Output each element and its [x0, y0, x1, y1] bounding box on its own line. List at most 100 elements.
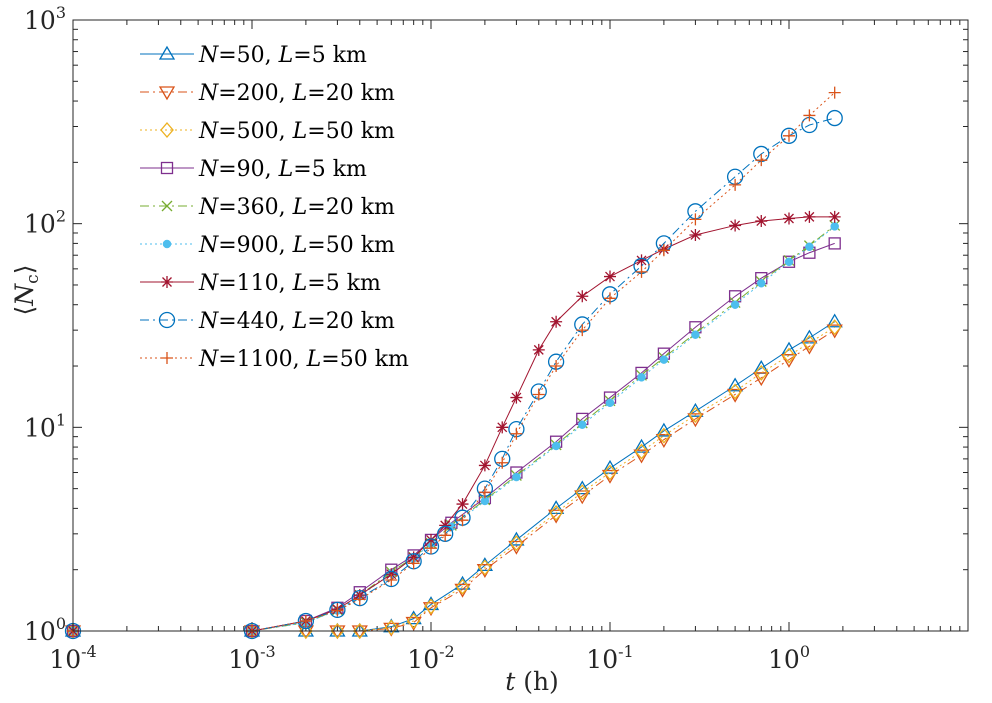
- y-tick-label: 103: [24, 3, 66, 35]
- data-point: [406, 612, 421, 629]
- data-point: [439, 529, 452, 542]
- data-point: [299, 614, 312, 627]
- data-point: [456, 498, 469, 511]
- series-line: [73, 329, 835, 632]
- data-point: [352, 623, 367, 639]
- data-point: [755, 215, 768, 228]
- legend-item: N=900, L=50 km: [140, 233, 395, 258]
- legend-marker: [162, 239, 172, 249]
- tick-labels: 10-4 10-3 10-2 10-1 100 100 101 102 103: [24, 3, 810, 674]
- data-point: [784, 257, 794, 267]
- data-point: [687, 402, 704, 417]
- y-axis-label: ⟨Nc⟩: [10, 265, 43, 316]
- data-point: [576, 324, 589, 337]
- x-tick-label: 10-1: [586, 642, 633, 674]
- legend-item: N=110, L=5 km: [140, 271, 381, 296]
- data-point: [633, 449, 650, 464]
- data-point: [508, 540, 525, 555]
- data-point: [532, 343, 545, 356]
- x-tick-label: 10-2: [407, 642, 454, 674]
- data-point: [383, 618, 400, 633]
- data-point: [802, 334, 817, 351]
- plot-frame: [72, 19, 969, 632]
- data-point: [689, 228, 702, 241]
- series-8: [67, 86, 841, 637]
- data-point: [384, 619, 399, 636]
- data-point: [604, 270, 616, 283]
- legend-marker: [160, 161, 174, 175]
- data-point: [297, 622, 315, 637]
- data-point: [329, 622, 346, 637]
- data-point: [805, 242, 814, 252]
- data-point: [827, 319, 842, 336]
- data-point: [780, 353, 798, 368]
- y-tick-label: 101: [24, 410, 66, 442]
- legend-item: N=500, L=50 km: [140, 119, 395, 144]
- data-point: [730, 300, 740, 309]
- legend-marker: [158, 86, 176, 101]
- data-point: [601, 459, 619, 474]
- data-point: [635, 254, 648, 267]
- data-point: [655, 422, 673, 437]
- data-point: [726, 388, 744, 403]
- data-point: [353, 593, 366, 606]
- legend-label: N=90, L=5 km: [198, 157, 367, 182]
- legend-marker: [161, 352, 173, 364]
- data-point: [576, 290, 589, 303]
- legend-item: N=200, L=20 km: [140, 81, 395, 106]
- data-point: [383, 570, 400, 588]
- data-point: [688, 406, 703, 423]
- data-point: [439, 519, 452, 532]
- data-point: [575, 484, 590, 501]
- legend-item: N=1100, L=50 km: [140, 347, 409, 372]
- data-point: [691, 330, 700, 339]
- legend-label: N=1100, L=50 km: [198, 347, 409, 372]
- data-point: [655, 434, 673, 448]
- data-point: [437, 525, 454, 542]
- data-point: [496, 456, 509, 469]
- data-point: [726, 377, 744, 392]
- data-point: [637, 373, 646, 382]
- data-point: [351, 622, 368, 637]
- data-point: [510, 391, 523, 404]
- legend-label: N=900, L=50 km: [198, 233, 395, 258]
- legend-label: N=50, L=5 km: [198, 43, 367, 68]
- legend-item: N=90, L=5 km: [140, 157, 367, 182]
- y-tick-label: 102: [24, 207, 66, 239]
- data-point: [351, 589, 368, 607]
- x-axis-label: t (h): [505, 667, 559, 696]
- legend-marker: [158, 311, 176, 329]
- data-point: [329, 625, 346, 640]
- data-point: [550, 360, 563, 373]
- data-point: [605, 398, 615, 408]
- x-tick-label: 100: [768, 642, 810, 674]
- data-point: [755, 154, 768, 167]
- data-point: [532, 388, 545, 401]
- data-point: [830, 222, 839, 231]
- data-point: [604, 292, 616, 305]
- data-point: [549, 504, 563, 521]
- data-point: [385, 573, 398, 586]
- data-point: [826, 109, 843, 127]
- legend-label: N=500, L=50 km: [198, 119, 395, 144]
- legend-label: N=110, L=5 km: [198, 271, 381, 296]
- legend-label: N=440, L=20 km: [198, 309, 395, 334]
- x-tick-label: 10-4: [49, 642, 96, 674]
- data-point: [828, 210, 841, 223]
- y-tick-label: 100: [24, 614, 66, 646]
- plot-background: [73, 20, 968, 631]
- data-point: [753, 372, 770, 387]
- data-point: [603, 464, 617, 481]
- data-point: [780, 127, 798, 144]
- data-point: [783, 129, 795, 142]
- data-point: [574, 490, 591, 505]
- data-point: [728, 383, 742, 400]
- data-point: [574, 480, 591, 495]
- data-point: [754, 364, 769, 381]
- data-point: [782, 347, 796, 364]
- legend-item: N=440, L=20 km: [140, 309, 395, 334]
- legend-item: N=50, L=5 km: [140, 43, 367, 68]
- data-point: [657, 244, 670, 257]
- data-point: [634, 443, 649, 460]
- data-point: [478, 486, 491, 499]
